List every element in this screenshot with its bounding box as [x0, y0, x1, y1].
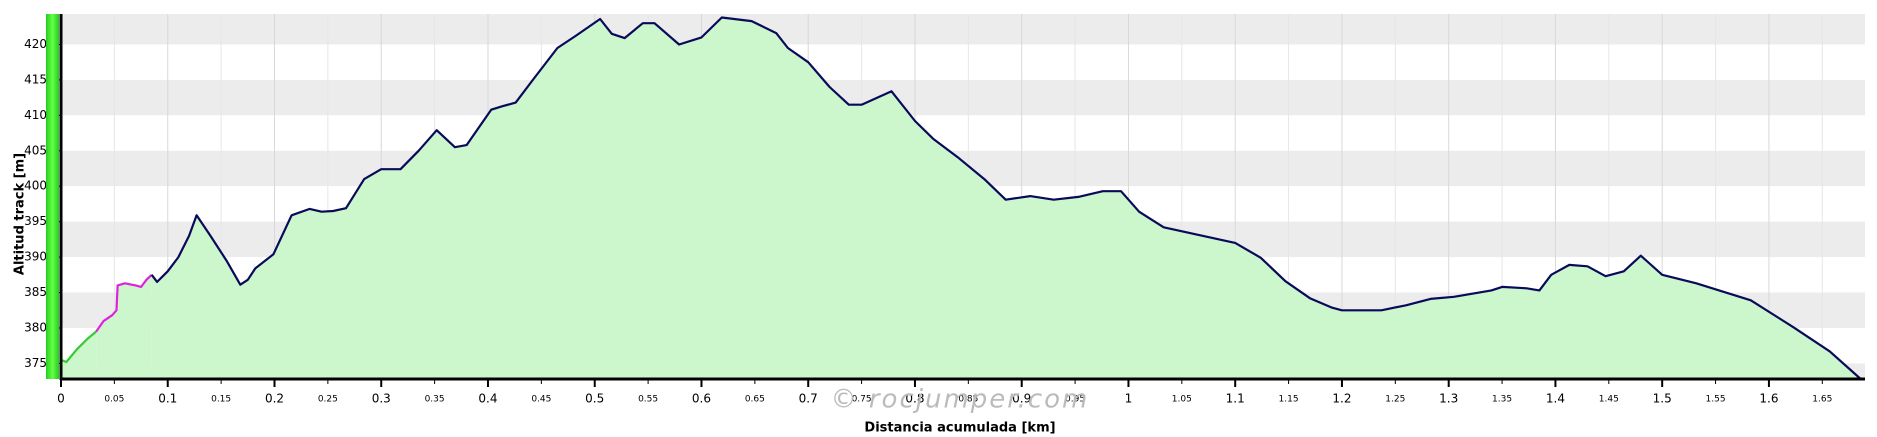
x-tick-label: 1.45 [1599, 395, 1619, 405]
y-axis-title: Altitud track [m] [13, 153, 28, 275]
x-tick-label: 1.35 [1492, 395, 1512, 405]
x-tick-label: 0.8 [905, 392, 924, 406]
x-tick-label: 0.95 [1065, 395, 1085, 405]
plot-band [61, 44, 1865, 80]
x-tick-label: 0.45 [531, 395, 551, 405]
x-tick-label: 0.65 [745, 395, 765, 405]
x-tick-label: 1.6 [1759, 392, 1778, 406]
plot-band [61, 79, 1865, 116]
area [151, 17, 1861, 379]
x-tick-label: 0.2 [265, 392, 284, 406]
x-tick-label: 1.25 [1385, 395, 1405, 405]
plot-band [61, 115, 1865, 151]
x-tick-label: 1.5 [1653, 392, 1672, 406]
x-tick-label: 1.15 [1279, 395, 1299, 405]
x-tick-label: 0.85 [958, 395, 978, 405]
x-tick-label: 1.4 [1546, 392, 1565, 406]
x-tick-label: 1.05 [1172, 395, 1192, 405]
plot-band [61, 14, 1865, 45]
x-tick-label: 0.35 [425, 395, 445, 405]
area [96, 274, 152, 379]
watermark: © rocjumper.com [831, 385, 1090, 415]
line [150, 16, 1862, 380]
y-tick-label: 380 [24, 320, 47, 334]
line [95, 273, 153, 333]
x-tick-label: 0.3 [372, 392, 391, 406]
area [61, 331, 97, 379]
x-tick-label: 1.1 [1226, 392, 1245, 406]
x-tick-label: 0.75 [852, 395, 872, 405]
x-tick-label: 0.55 [638, 395, 658, 405]
x-tick-label: 1.3 [1439, 392, 1458, 406]
x-tick-label: 0.25 [318, 395, 338, 405]
x-tick-label: 0.1 [158, 392, 177, 406]
y-tick-label: 395 [24, 214, 47, 228]
y-tick-label: 385 [24, 285, 47, 299]
y-tick-label: 410 [24, 108, 47, 122]
y-tick-label: 390 [24, 250, 47, 264]
x-tick-label: 0 [57, 392, 65, 406]
altitude-bar [46, 14, 59, 379]
x-axis-title: Distancia acumulada [km] [864, 421, 1055, 436]
x-tick-label: 0.5 [585, 392, 604, 406]
y-tick-label: 420 [24, 37, 47, 51]
x-tick-label: 0.15 [211, 395, 231, 405]
x-tick-label: 0.9 [1012, 392, 1031, 406]
y-tick-label: 405 [24, 143, 47, 157]
line [60, 330, 97, 364]
x-tick-label: 0.7 [799, 392, 818, 406]
y-tick-label: 400 [24, 179, 47, 193]
x-tick-label: 1 [1125, 392, 1133, 406]
y-tick-label: 415 [24, 72, 47, 86]
x-tick-label: 1.55 [1706, 395, 1726, 405]
x-tick-label: 0.05 [104, 395, 124, 405]
y-tick-label: 375 [24, 356, 47, 370]
x-tick-label: 0.6 [692, 392, 711, 406]
x-tick-label: 1.2 [1332, 392, 1351, 406]
x-tick-label: 0.4 [478, 392, 497, 406]
x-tick-label: 1.65 [1812, 395, 1832, 405]
